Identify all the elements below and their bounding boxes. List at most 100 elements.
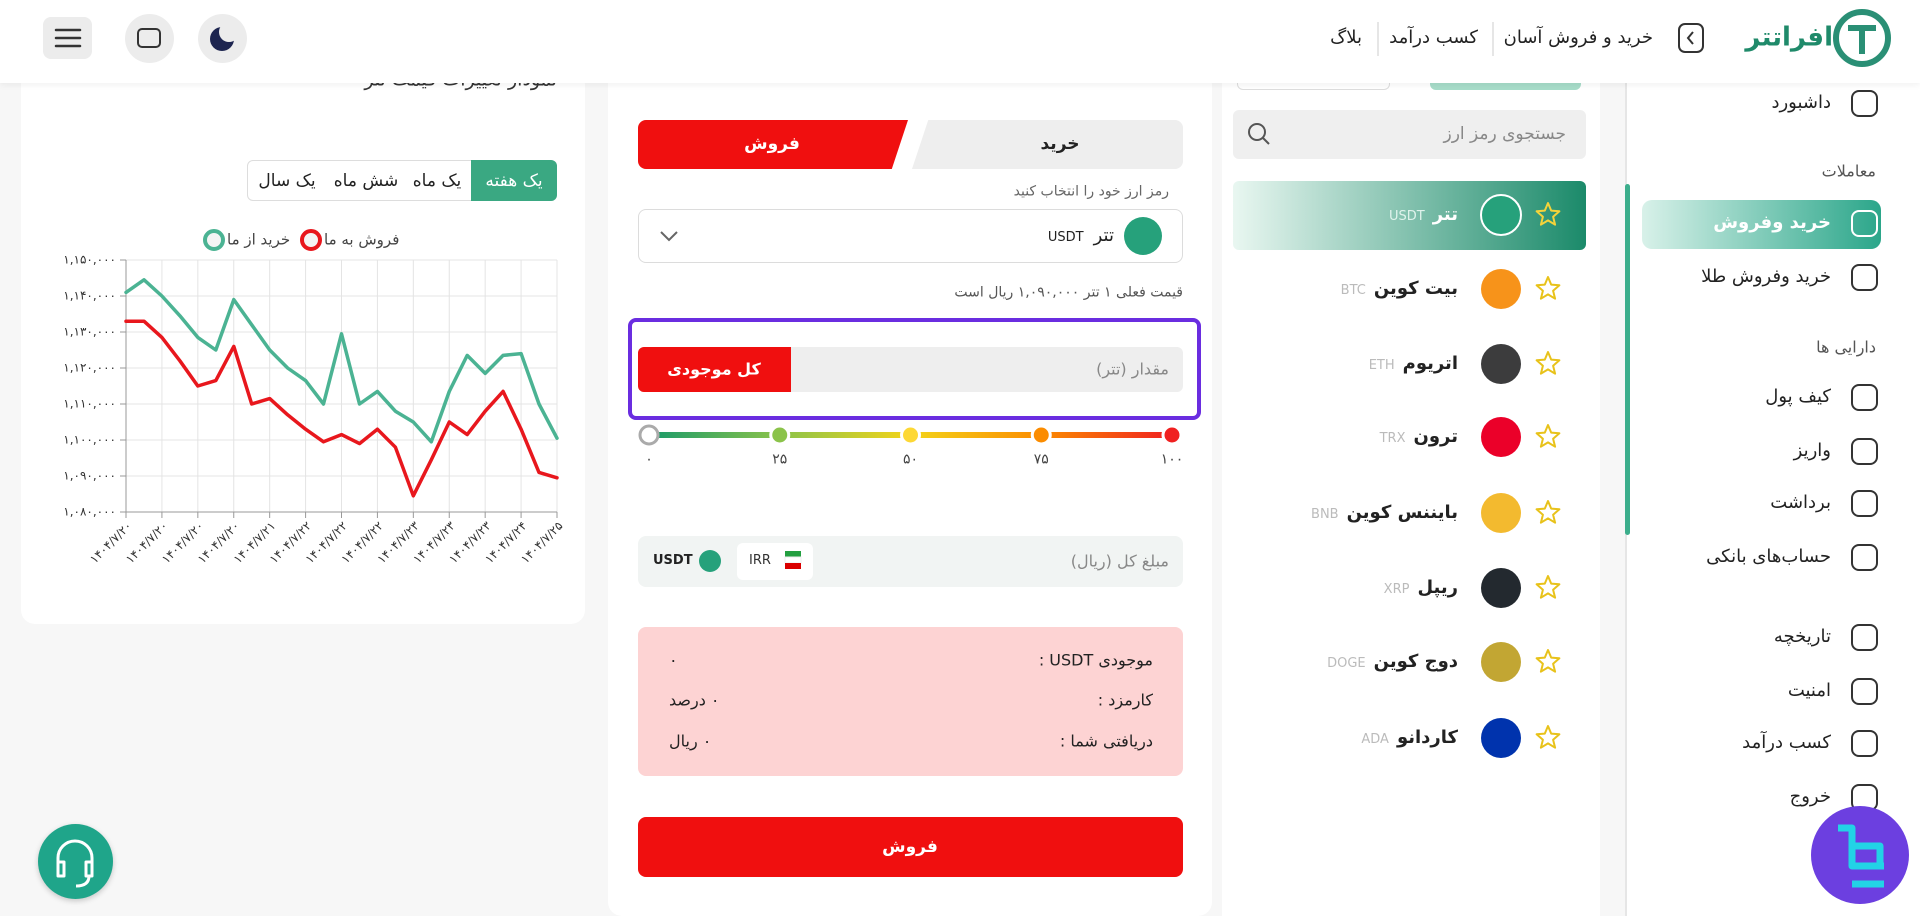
- menu-item[interactable]: خروج: [1789, 786, 1831, 808]
- summary-label: کارمزد :: [1097, 690, 1153, 710]
- slider-dot: [900, 424, 921, 446]
- legend-label: خرید از ما: [227, 231, 290, 249]
- period-button[interactable]: شش ماه: [333, 170, 399, 191]
- coin-label[interactable]: دوج کوین DOGE: [1327, 651, 1458, 673]
- period-button[interactable]: یک ماه: [412, 170, 462, 191]
- buy-tab[interactable]: [912, 120, 1183, 169]
- currency: USDT: [653, 553, 693, 569]
- menu-item[interactable]: خرید وفروش طلا: [1701, 266, 1831, 288]
- period-active[interactable]: [471, 160, 557, 201]
- total-placeholder: مبلغ کل (ریال): [1070, 551, 1169, 571]
- title-clip: نمودار تغییرات قیمت تتر: [21, 83, 585, 103]
- support-button[interactable]: [38, 824, 113, 899]
- favorite-star: [1535, 575, 1561, 599]
- nav-link[interactable]: خرید و فروش آسان: [1503, 27, 1653, 49]
- y-tick-label: ۱,۱۴۰,۰۰۰: [63, 289, 116, 303]
- legend-marker: [300, 229, 322, 251]
- coin-select[interactable]: [638, 209, 1183, 263]
- coin-icon: [1481, 718, 1521, 758]
- menu-icon: [1851, 624, 1878, 651]
- coin-symbol: XRP: [1383, 582, 1410, 598]
- menu-icon: [1851, 384, 1878, 411]
- favorite-star: [1535, 351, 1561, 375]
- coin-label[interactable]: بیت کوین BTC: [1341, 278, 1458, 300]
- nav-icon: [1686, 31, 1694, 45]
- nav-link[interactable]: بلاگ: [1330, 27, 1362, 49]
- summary-box: [638, 627, 1183, 776]
- slider-label: ۲۵: [772, 451, 788, 468]
- favorite-star: [1535, 725, 1561, 749]
- coin-label[interactable]: بایننس کوین BNB: [1311, 502, 1458, 524]
- coin-label[interactable]: ترون TRX: [1380, 426, 1458, 448]
- focus-frame: [628, 318, 1201, 420]
- summary-label: دریافتی شما :: [1059, 731, 1153, 751]
- menu-icon: [1851, 438, 1878, 465]
- menu-item[interactable]: کیف پول: [1765, 386, 1831, 408]
- submit-label: فروش: [882, 836, 938, 857]
- total-input[interactable]: [638, 536, 1183, 587]
- coin-name: تتر: [1093, 225, 1114, 247]
- menu-item[interactable]: برداشت: [1770, 492, 1831, 514]
- favorite-star: [1535, 424, 1561, 448]
- menu-icon: [1851, 544, 1878, 571]
- coin-symbol: ADA: [1361, 732, 1389, 748]
- coin-label[interactable]: تتر USDT: [1389, 204, 1458, 226]
- slider-dot: [638, 424, 660, 446]
- favorite-star: [1535, 500, 1561, 524]
- submit-button[interactable]: [638, 817, 1183, 877]
- selected-coin: تتر USDT: [1048, 225, 1114, 247]
- coin-icon: [1481, 269, 1521, 309]
- menu-item[interactable]: خرید وفروش: [1713, 212, 1831, 234]
- headset-icon: [56, 839, 94, 888]
- wallet-icon: [137, 28, 161, 48]
- flag-red: [785, 563, 801, 569]
- nav-link[interactable]: کسب درآمد: [1389, 27, 1478, 49]
- moon-cut: [219, 22, 239, 42]
- menu-item[interactable]: تاریخچه: [1773, 626, 1831, 648]
- menu-section: معاملات: [1821, 161, 1876, 181]
- max-button-label: کل موجودی: [667, 359, 761, 379]
- active-menu[interactable]: [1642, 200, 1881, 249]
- slider-label: ۷۵: [1033, 451, 1049, 468]
- coin-label[interactable]: ریپل XRP: [1384, 577, 1458, 599]
- buy-tab-label: خرید: [1040, 133, 1080, 154]
- coin-symbol: BTC: [1340, 283, 1366, 299]
- slider-dot: [1161, 424, 1183, 446]
- coin-icon: [1480, 194, 1522, 236]
- chevron: [660, 231, 678, 242]
- coin-icon: [699, 550, 721, 572]
- period-button[interactable]: یک هفته: [485, 170, 543, 191]
- coin-symbol: TRX: [1379, 431, 1406, 447]
- amount-placeholder: مقدار (تتر): [1096, 359, 1169, 379]
- line-series: [124, 278, 559, 444]
- menu-section: دارایی ها: [1816, 337, 1876, 357]
- active-coin-row[interactable]: [1233, 181, 1586, 250]
- y-tick-label: ۱,۰۹۰,۰۰۰: [63, 469, 116, 483]
- coin-symbol: BNB: [1311, 507, 1339, 523]
- coin-name: دوج کوین: [1373, 651, 1458, 673]
- coin-label[interactable]: کاردانو ADA: [1361, 727, 1458, 749]
- menu-item[interactable]: حساب‌های بانکی: [1706, 546, 1831, 568]
- menu-icon: [1851, 264, 1878, 291]
- search-icon: [1262, 137, 1270, 145]
- coin-icon: [1481, 417, 1521, 457]
- coin-label[interactable]: اتریوم ETH: [1369, 353, 1458, 375]
- summary-value: ۰ درصد: [669, 690, 720, 710]
- period-button[interactable]: یک سال: [258, 170, 316, 191]
- search-placeholder: جستجوی رمز ارز: [1443, 123, 1566, 144]
- brand-badge: [1811, 806, 1909, 904]
- menu-item[interactable]: واریز: [1793, 440, 1831, 462]
- menu-item[interactable]: داشبورد: [1771, 92, 1831, 114]
- sell-tab-label: فروش: [744, 133, 800, 154]
- slider-dot: [1030, 424, 1052, 446]
- menu-item[interactable]: امنیت: [1787, 680, 1831, 702]
- coin-icon: [1481, 344, 1521, 384]
- wallet-button[interactable]: [125, 14, 174, 63]
- menu-item[interactable]: کسب درآمد: [1742, 732, 1831, 754]
- coin-name: ترون: [1413, 426, 1458, 448]
- search-box[interactable]: [1233, 110, 1586, 159]
- sell-tab[interactable]: [638, 120, 908, 169]
- max-button[interactable]: [638, 347, 791, 392]
- header: [0, 0, 1920, 83]
